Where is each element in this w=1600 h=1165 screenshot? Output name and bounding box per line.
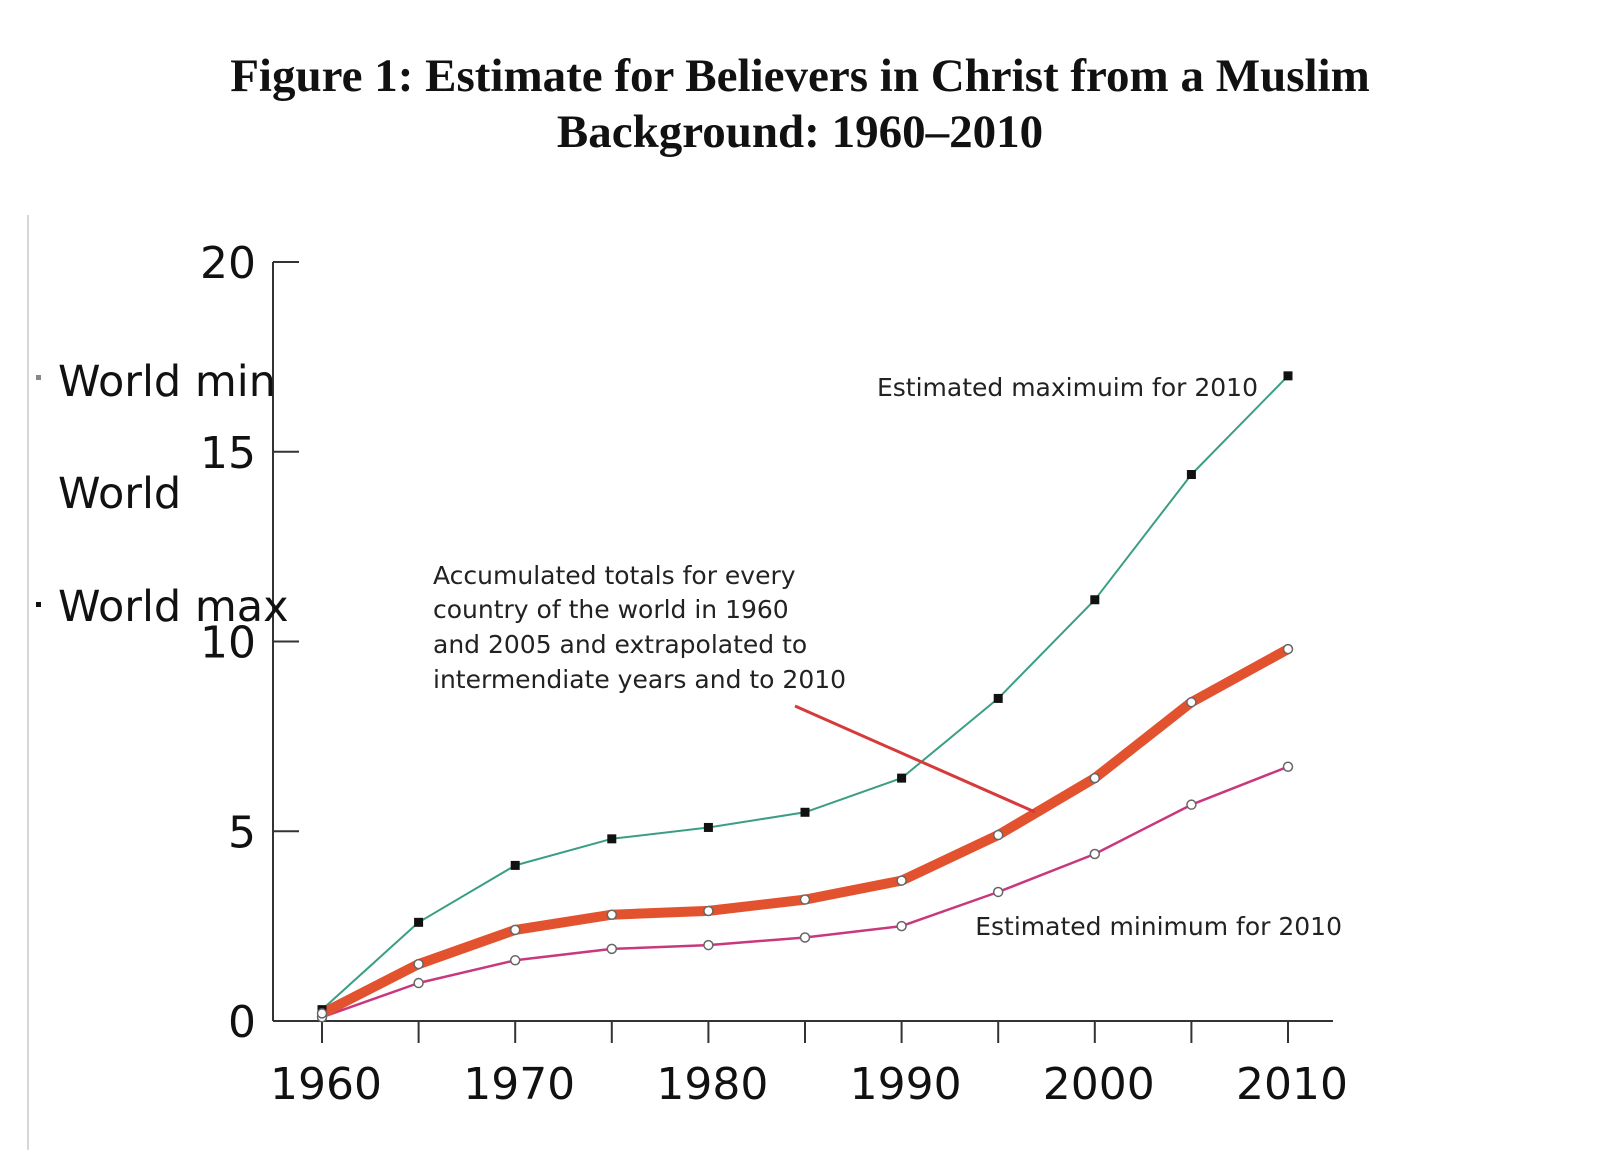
point-world-max-2010	[1283, 371, 1293, 381]
point-world-1965	[413, 958, 424, 970]
x-tick-label: 1970	[463, 1059, 575, 1110]
chart-title-line-2: Background: 1960–2010	[556, 106, 1044, 158]
x-tick-label: 1980	[656, 1059, 768, 1110]
point-world-max-1975	[607, 834, 617, 844]
annotation-accumulated-line-1: Accumulated totals for every	[433, 561, 796, 590]
point-world-max-1995	[993, 693, 1003, 703]
point-world-2010	[1282, 643, 1294, 655]
point-world-max-1980	[703, 822, 713, 832]
annotation-min-label: Estimated minimum for 2010	[975, 912, 1342, 941]
legend-label-world-max: World max	[58, 582, 289, 632]
x-tick-label: 2000	[1043, 1059, 1155, 1110]
legend-swatch-world-min	[36, 375, 41, 380]
point-world-min-1970	[509, 955, 521, 966]
point-world-min-2000	[1089, 848, 1101, 860]
y-tick-label: 15	[200, 428, 256, 479]
legend-swatch-world-max	[36, 602, 41, 607]
y-tick-label: 20	[200, 238, 256, 289]
point-world-min-1980	[703, 939, 714, 951]
point-world-max-1985	[800, 807, 810, 817]
series-markers	[316, 371, 1294, 1023]
point-world-1990	[896, 875, 907, 886]
legend-label-world-min: World min	[58, 357, 276, 407]
point-world-min-2010	[1282, 761, 1294, 772]
point-world-2005	[1186, 696, 1197, 708]
point-world-max-1965	[414, 917, 424, 927]
x-tick-label: 2010	[1236, 1059, 1348, 1110]
x-tick-label: 1990	[850, 1059, 962, 1110]
point-world-1980	[703, 905, 714, 917]
y-tick-label: 10	[200, 618, 256, 669]
point-world-1995	[992, 829, 1004, 841]
annotation-accumulated-line-3: and 2005 and extrapolated to	[433, 630, 807, 659]
y-tick-label: 5	[228, 807, 256, 858]
chart-title-line-1: Figure 1: Estimate for Believers in Chri…	[230, 50, 1370, 102]
point-world-min-1990	[896, 920, 907, 932]
point-world-max-1990	[897, 773, 907, 783]
point-world-1985	[799, 894, 811, 905]
series-line-world	[317, 644, 1293, 1019]
series-line-world-min	[320, 765, 1290, 1019]
y-tick-label: 0	[228, 997, 256, 1048]
point-world-min-1985	[799, 932, 811, 943]
point-world-min-1995	[992, 886, 1004, 898]
point-world-1970	[509, 924, 521, 936]
point-world-max-2000	[1090, 595, 1100, 605]
point-world-min-2005	[1186, 799, 1197, 810]
point-world-min-1975	[606, 943, 618, 955]
point-world-2000	[1089, 772, 1101, 784]
annotation-max-label: Estimated maximuim for 2010	[877, 373, 1258, 402]
annotation-accumulated-line-2: country of the world in 1960	[433, 595, 789, 624]
chart-title: Figure 1: Estimate for Believers in Chri…	[150, 48, 1450, 160]
point-world-max-2005	[1186, 470, 1196, 480]
x-tick-label: 1960	[270, 1059, 382, 1110]
annotation-accumulated-line-4: intermendiate years and to 2010	[433, 665, 846, 694]
axes: 0 5 10 15 20 1960 1970 1980 1990 2000 2010	[200, 238, 1348, 1110]
legend: World min World World max	[36, 357, 289, 632]
legend-label-world: World	[58, 469, 181, 519]
annotation-arrow	[794, 704, 1036, 814]
point-world-1960	[316, 1008, 328, 1019]
point-world-1975	[606, 909, 618, 920]
point-world-min-1965	[413, 977, 424, 989]
point-world-max-1970	[510, 860, 520, 870]
